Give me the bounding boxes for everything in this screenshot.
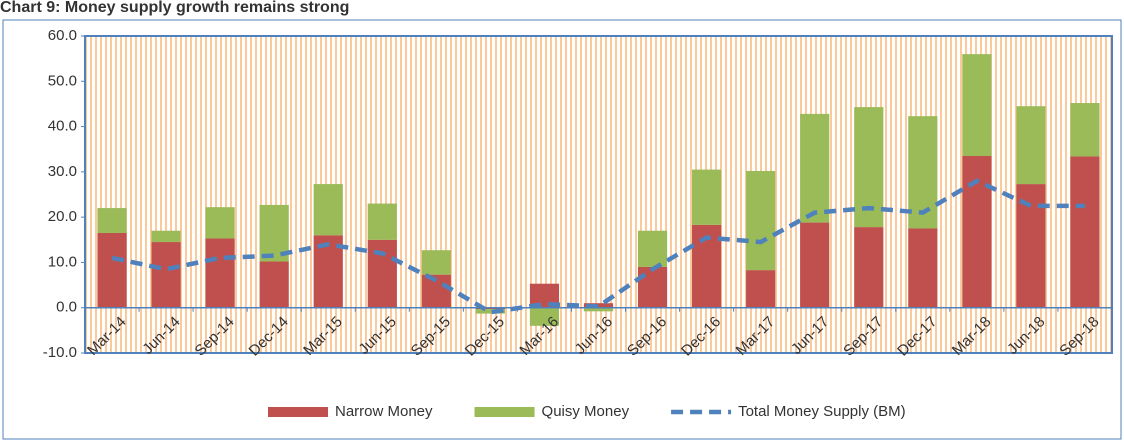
y-tick-label: 40.0 <box>48 118 77 135</box>
bar <box>854 227 884 308</box>
bar <box>637 230 668 267</box>
y-tick-label: 50.0 <box>48 72 77 89</box>
bar <box>259 261 289 308</box>
bar <box>583 303 614 308</box>
y-tick-label: 20.0 <box>48 208 77 225</box>
bar <box>692 169 722 225</box>
bar <box>205 207 235 239</box>
bar <box>637 266 668 308</box>
legend-label: Total Money Supply (BM) <box>738 403 906 420</box>
bar <box>367 239 397 308</box>
bar <box>908 116 938 229</box>
bar <box>421 250 451 275</box>
y-tick-label: 0.0 <box>56 299 77 316</box>
plot-area <box>84 35 1113 354</box>
bar <box>746 270 776 308</box>
bar <box>205 238 235 308</box>
legend-swatch <box>268 407 328 417</box>
y-tick-label: -10.0 <box>43 344 77 361</box>
bar <box>313 184 343 236</box>
line-series <box>111 178 1085 315</box>
bar <box>800 113 830 223</box>
bar <box>1070 156 1100 308</box>
bar <box>151 230 181 243</box>
legend-swatch <box>474 407 535 417</box>
bar <box>800 222 830 308</box>
bar <box>962 54 992 157</box>
chart-title: Chart 9: Money supply growth remains str… <box>0 0 349 16</box>
bar <box>1070 103 1100 157</box>
legend-label: Quisy Money <box>542 403 630 420</box>
bar <box>908 228 938 308</box>
bar <box>1016 106 1046 185</box>
bar <box>583 307 614 312</box>
bar <box>97 208 127 233</box>
bar <box>475 309 505 314</box>
bar <box>746 170 776 271</box>
y-tick-label: 60.0 <box>48 27 77 44</box>
bar <box>529 307 560 326</box>
legend-label: Narrow Money <box>335 403 433 420</box>
bar <box>97 232 127 308</box>
y-tick-label: 10.0 <box>48 253 77 270</box>
y-tick-label: 30.0 <box>48 163 77 180</box>
bar <box>151 242 181 308</box>
bar <box>367 203 397 240</box>
